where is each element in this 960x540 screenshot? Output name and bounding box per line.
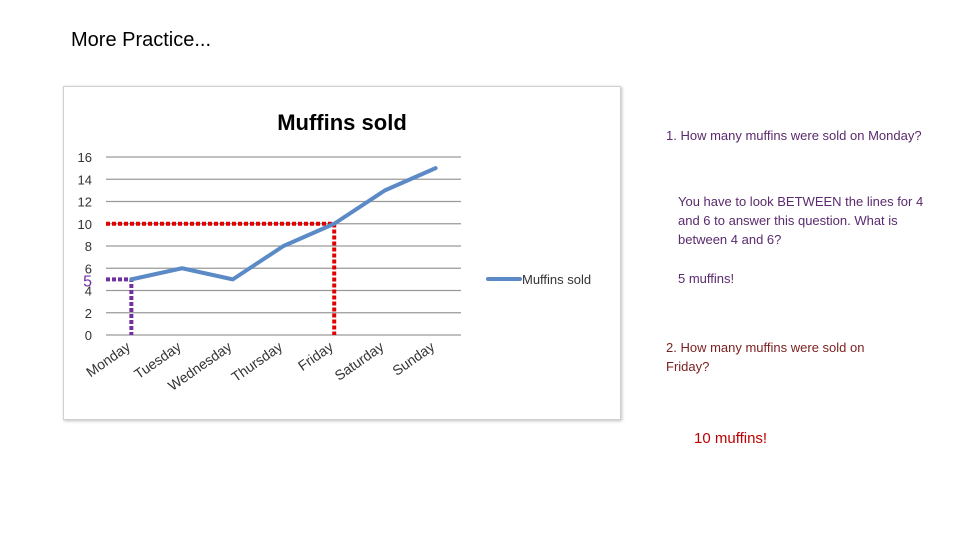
answer-2: 10 muffins! (694, 430, 768, 447)
data-point (434, 166, 438, 170)
y-tick-label: 16 (78, 150, 92, 165)
y-tick-label: 6 (85, 261, 92, 276)
data-point (282, 244, 285, 248)
x-tick-label: Saturday (332, 338, 387, 383)
y-tick-label: 4 (85, 284, 92, 299)
line-chart: Muffins sold 5 0246810121416MondayTuesda… (78, 110, 592, 394)
y-tick-label: 8 (85, 239, 92, 254)
question-1: 1. How many muffins were sold on Monday? (666, 128, 922, 143)
y-tick-label: 10 (78, 217, 92, 232)
question-2: 2. How many muffins were sold on Friday? (666, 340, 865, 374)
legend: Muffins sold (486, 272, 591, 287)
chart-title: Muffins sold (277, 110, 407, 135)
slide-title: More Practice... (71, 29, 212, 51)
series-layer (129, 166, 438, 282)
tick-labels: 0246810121416MondayTuesdayWednesdayThurs… (78, 150, 438, 394)
y-tick-label: 2 (85, 306, 92, 321)
data-point (231, 277, 235, 281)
x-tick-label: Sunday (389, 338, 437, 378)
data-point (180, 266, 184, 270)
chart-frame: Muffins sold 5 0 2 4 6 8 10 12 14 16 Monday Tuesda… (63, 86, 621, 420)
data-point (129, 277, 133, 281)
legend-label: Muffins sold (522, 272, 591, 287)
explanation-text: You have to look BETWEEN the lines for 4… (678, 194, 924, 247)
x-tick-label: Monday (83, 338, 133, 380)
x-tick-label: Thursday (228, 338, 285, 385)
x-tick-label: Friday (295, 338, 336, 373)
y-tick-label: 14 (78, 172, 92, 187)
y-tick-label: 0 (85, 328, 92, 343)
data-point (383, 188, 387, 192)
y-tick-label: 12 (78, 195, 92, 210)
answer-1: 5 muffins! (678, 271, 735, 286)
data-point (332, 222, 336, 226)
guide-label: 5 (83, 273, 92, 290)
guide-line-0 (106, 277, 134, 335)
